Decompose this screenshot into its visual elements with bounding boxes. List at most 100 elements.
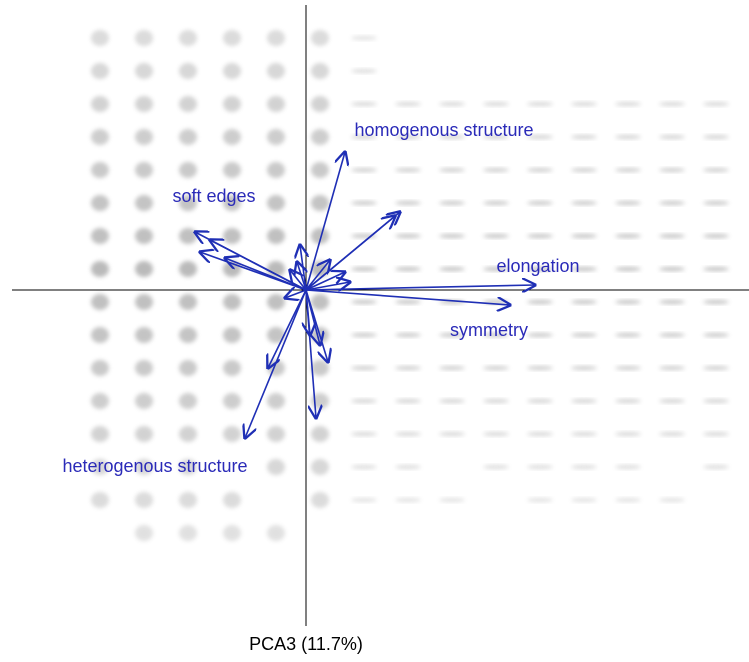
loading-arrow — [305, 289, 510, 305]
thumbnail — [223, 360, 241, 376]
thumbnail — [223, 228, 241, 244]
thumbnail — [483, 135, 509, 139]
thumbnail — [179, 162, 197, 178]
thumbnail — [483, 168, 509, 172]
thumbnail — [527, 201, 553, 205]
thumbnail — [223, 96, 241, 112]
thumbnail — [135, 525, 153, 541]
thumbnail — [135, 162, 153, 178]
loading-arrow — [305, 152, 345, 291]
thumbnail — [615, 102, 641, 106]
thumbnail — [267, 327, 285, 343]
loading-arrows — [195, 152, 535, 438]
thumbnail — [615, 300, 641, 304]
thumbnail — [179, 294, 197, 310]
thumbnail — [571, 432, 597, 436]
loading-arrow — [225, 258, 307, 291]
thumbnail — [223, 426, 241, 442]
thumbnail — [351, 399, 377, 403]
thumbnail — [395, 399, 421, 403]
thumbnail — [439, 135, 465, 139]
thumbnail — [395, 300, 421, 304]
thumbnail — [571, 300, 597, 304]
thumbnail — [439, 498, 465, 502]
thumbnail — [135, 360, 153, 376]
thumbnail — [527, 234, 553, 238]
thumbnail — [179, 228, 197, 244]
thumbnail — [351, 465, 377, 469]
thumbnail — [439, 366, 465, 370]
thumbnail — [223, 63, 241, 79]
thumbnail — [439, 267, 465, 271]
thumbnail — [179, 30, 197, 46]
thumbnail — [91, 30, 109, 46]
thumbnail — [659, 168, 685, 172]
thumbnail — [351, 300, 377, 304]
thumbnail — [395, 168, 421, 172]
thumbnail — [527, 399, 553, 403]
thumbnail — [395, 366, 421, 370]
loading-arrow — [305, 216, 395, 291]
thumbnail — [439, 333, 465, 337]
thumbnail — [179, 459, 197, 475]
thumbnail — [351, 135, 377, 139]
thumbnail — [703, 135, 729, 139]
label-heterogenous: heterogenous structure — [62, 456, 247, 476]
loading-arrow — [305, 282, 350, 290]
loading-arrow — [305, 289, 320, 345]
thumbnail — [659, 498, 685, 502]
thumbnail — [395, 498, 421, 502]
thumbnail — [527, 168, 553, 172]
thumbnail — [351, 102, 377, 106]
thumbnail — [91, 327, 109, 343]
thumbnail — [223, 162, 241, 178]
thumbnail — [703, 465, 729, 469]
thumbnail — [135, 393, 153, 409]
thumbnail — [135, 426, 153, 442]
thumbnail — [311, 492, 329, 508]
thumbnail — [439, 234, 465, 238]
thumbnail — [223, 129, 241, 145]
thumbnail — [527, 333, 553, 337]
thumbnail — [659, 399, 685, 403]
thumbnail — [135, 261, 153, 277]
thumbnail — [483, 102, 509, 106]
thumbnail — [527, 267, 553, 271]
thumbnail — [311, 129, 329, 145]
thumbnail — [483, 333, 509, 337]
thumbnail — [659, 333, 685, 337]
thumbnail — [135, 63, 153, 79]
thumbnail — [179, 63, 197, 79]
thumbnail — [571, 135, 597, 139]
thumbnail — [179, 129, 197, 145]
thumbnail — [311, 162, 329, 178]
thumbnail — [135, 228, 153, 244]
thumbnail — [179, 327, 197, 343]
thumbnail — [223, 294, 241, 310]
thumbnail — [571, 498, 597, 502]
thumbnail — [395, 234, 421, 238]
loading-arrow — [245, 289, 307, 438]
thumbnail — [267, 96, 285, 112]
thumbnail — [351, 432, 377, 436]
thumbnail — [395, 432, 421, 436]
thumbnail — [703, 366, 729, 370]
thumbnail — [571, 333, 597, 337]
thumbnail — [703, 399, 729, 403]
thumbnail — [179, 525, 197, 541]
thumbnail — [483, 234, 509, 238]
thumbnail — [267, 294, 285, 310]
thumbnail — [91, 426, 109, 442]
thumbnail — [527, 102, 553, 106]
thumbnail — [615, 399, 641, 403]
thumbnail — [571, 399, 597, 403]
x-axis-label: PCA3 (11.7%) — [249, 634, 363, 654]
thumbnail — [135, 129, 153, 145]
thumbnail — [311, 228, 329, 244]
thumbnail — [135, 96, 153, 112]
thumbnail — [91, 492, 109, 508]
thumbnail — [267, 393, 285, 409]
thumbnail — [527, 135, 553, 139]
thumbnail — [179, 426, 197, 442]
